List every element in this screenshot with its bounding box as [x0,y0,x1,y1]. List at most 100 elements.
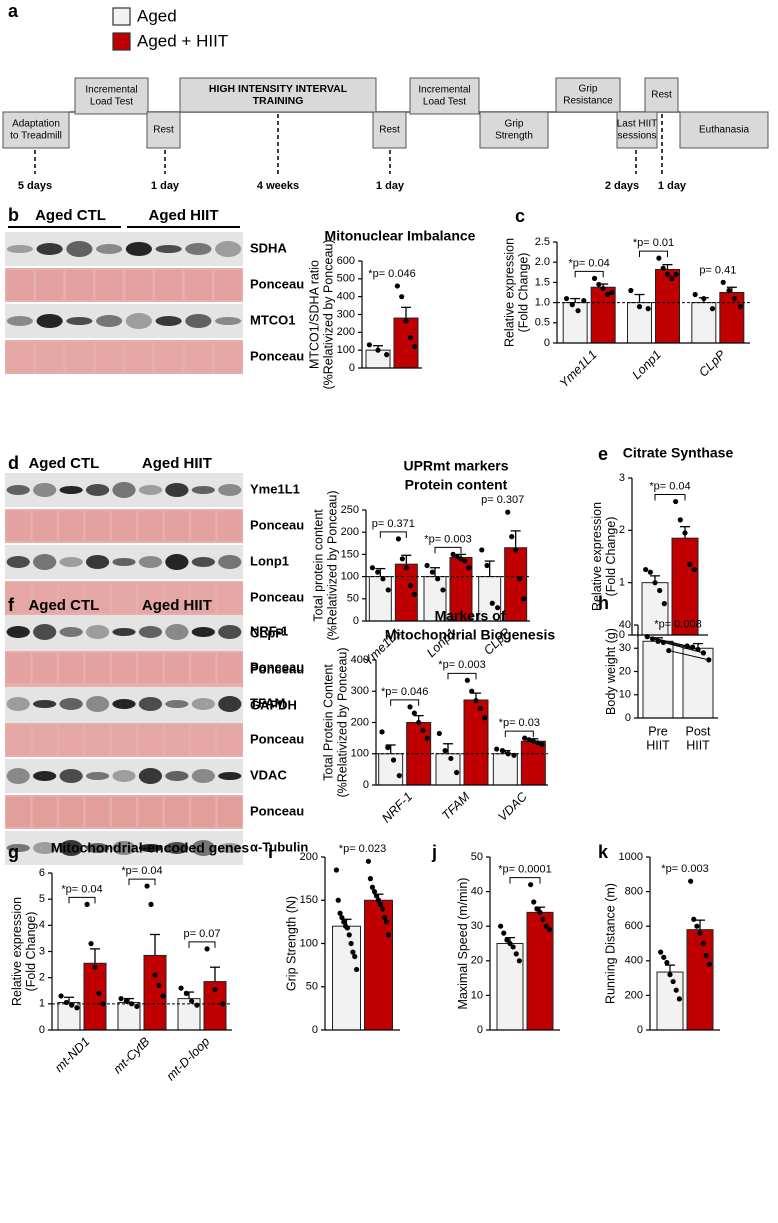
p-value: *p= 0.01 [633,237,674,249]
data-point [407,582,413,589]
blot-band [85,555,110,569]
y-tick-label: 0 [39,1024,45,1036]
x-tick-label: HIIT [646,738,670,752]
data-point [706,657,712,663]
blot-band [215,317,242,325]
data-point [531,899,537,905]
y-axis-label: MTCO1/SDHA ratio [308,260,322,369]
panel-label: c [515,206,525,226]
ponceau-lane [184,342,212,372]
y-axis-label: Relative expression [590,502,604,611]
bar [368,576,392,622]
data-point [178,985,184,991]
data-point [700,940,706,947]
panel-label: a [8,1,19,21]
panel-label: k [598,842,609,862]
blot-label: Lonp1 [250,553,289,568]
ponceau-lane [164,583,189,613]
y-tick-label: 2 [619,524,625,536]
data-point [384,352,390,358]
ponceau-stain [5,340,243,374]
blot-band [165,700,189,708]
blot-band [165,624,189,640]
data-point [144,883,150,889]
data-point [464,677,470,683]
data-point [379,906,386,912]
data-point [591,275,598,281]
blot-group: Aged CTL [28,597,99,614]
p-value: p= 0.371 [372,518,415,530]
ponceau-lane [85,725,110,755]
ponceau-lane [36,270,64,300]
significance-bracket [390,699,420,706]
data-point [655,638,661,644]
data-point [377,901,384,908]
bar [671,537,699,636]
p-value: *p= 0.04 [649,480,690,492]
p-value: *p= 0.003 [424,533,471,545]
data-point [350,949,356,955]
data-point [667,972,673,978]
blot-band [191,557,215,567]
data-point [369,884,376,890]
y-tick-label: 1 [619,577,625,589]
data-point [337,910,343,916]
ponceau-stain [5,723,243,757]
ponceau-lane [59,725,84,755]
p-value: *p= 0.0001 [498,864,552,876]
y-tick-label: 150 [341,548,359,560]
timeline-step: Incremental [418,85,470,96]
data-point [129,1001,135,1007]
data-point [183,990,189,996]
data-point [520,596,527,602]
y-axis-label: (%Relativized by Ponceau) [336,647,350,797]
blot-band [6,245,33,253]
blot-band [6,556,30,568]
data-point [220,1001,226,1007]
timeline-step: HIGH INTENSITY INTERVAL [209,83,348,95]
timeline-duration: 1 day [658,180,687,192]
data-point [690,644,696,650]
timeline-step: TRAINING [253,95,304,107]
bar [655,268,680,344]
data-point [535,740,541,746]
y-tick-label: 2 [39,972,45,984]
blot-band [85,484,110,496]
data-point [673,271,679,277]
data-point [494,746,500,752]
data-point [454,554,460,560]
ponceau-stain [5,651,243,685]
timeline-box [555,77,621,113]
data-point [335,897,341,903]
y-axis-label: (Fold Change) [24,912,38,992]
blot-band [218,772,242,780]
y-tick-label: 250 [341,504,359,516]
data-point [477,705,483,712]
data-point [600,285,606,292]
data-point [647,569,653,575]
bar [504,547,528,622]
ponceau-lane [6,270,34,300]
blot-band [33,842,57,854]
x-tick-label: mt-ND1 [52,1035,92,1075]
blot-band [36,243,63,255]
bar [562,302,588,344]
data-point [700,650,707,656]
blot-label: MTCO1 [250,312,296,327]
data-point [666,647,672,654]
panel-label: g [8,842,19,862]
significance-bracket [379,531,407,538]
ponceau-lane [217,511,242,541]
blot-band [125,242,152,256]
blot-band [165,771,189,781]
data-point [440,587,446,593]
blot-band [138,626,163,638]
ponceau-lane [59,653,84,683]
data-point [411,591,417,597]
blot-group: Aged HIIT [149,207,219,224]
blot-label: GAPDH [250,697,297,712]
y-axis-label: (%Relativized by Ponceau) [326,490,340,640]
ponceau-lane [6,797,31,827]
p-value: *p= 0.04 [61,883,102,895]
